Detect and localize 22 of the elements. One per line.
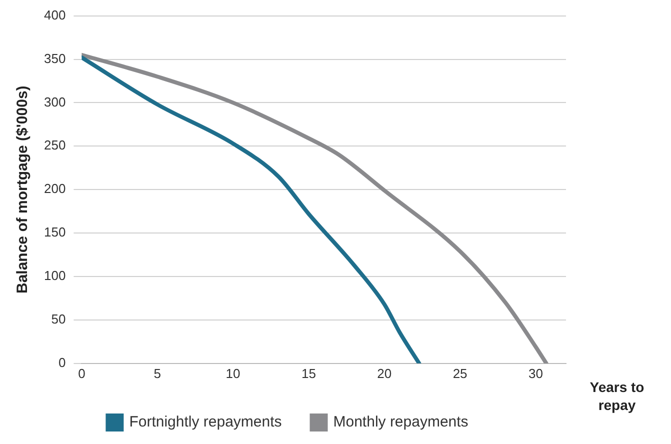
legend-label: Monthly repayments: [333, 414, 468, 431]
line-series: [82, 52, 548, 364]
x-tick-label: 15: [301, 366, 316, 381]
y-tick-label: 50: [51, 312, 66, 327]
x-tick-label: 10: [226, 366, 240, 381]
x-tick-label: 30: [528, 366, 543, 381]
x-tick-label: 25: [452, 366, 468, 381]
y-tick-label: 350: [44, 50, 66, 66]
legend-label: Fortnightly repayments: [129, 414, 282, 431]
x-axis-title: Years to repay: [588, 378, 646, 414]
y-tick-label: 0: [58, 354, 66, 370]
x-tick-label: 0: [78, 366, 86, 381]
y-tick-label: 150: [44, 224, 66, 240]
y-tick-label: 100: [44, 268, 66, 284]
y-tick-label: 300: [44, 94, 66, 110]
y-axis-title: Balance of mortgage ($'000s): [14, 86, 32, 294]
x-tick-label: 20: [377, 366, 392, 381]
x-tick-label: 5: [154, 366, 161, 381]
y-tick-label: 200: [44, 181, 66, 196]
line-series: [82, 56, 422, 364]
y-tick-label: 400: [44, 7, 66, 22]
y-tick-label: 250: [44, 138, 66, 153]
